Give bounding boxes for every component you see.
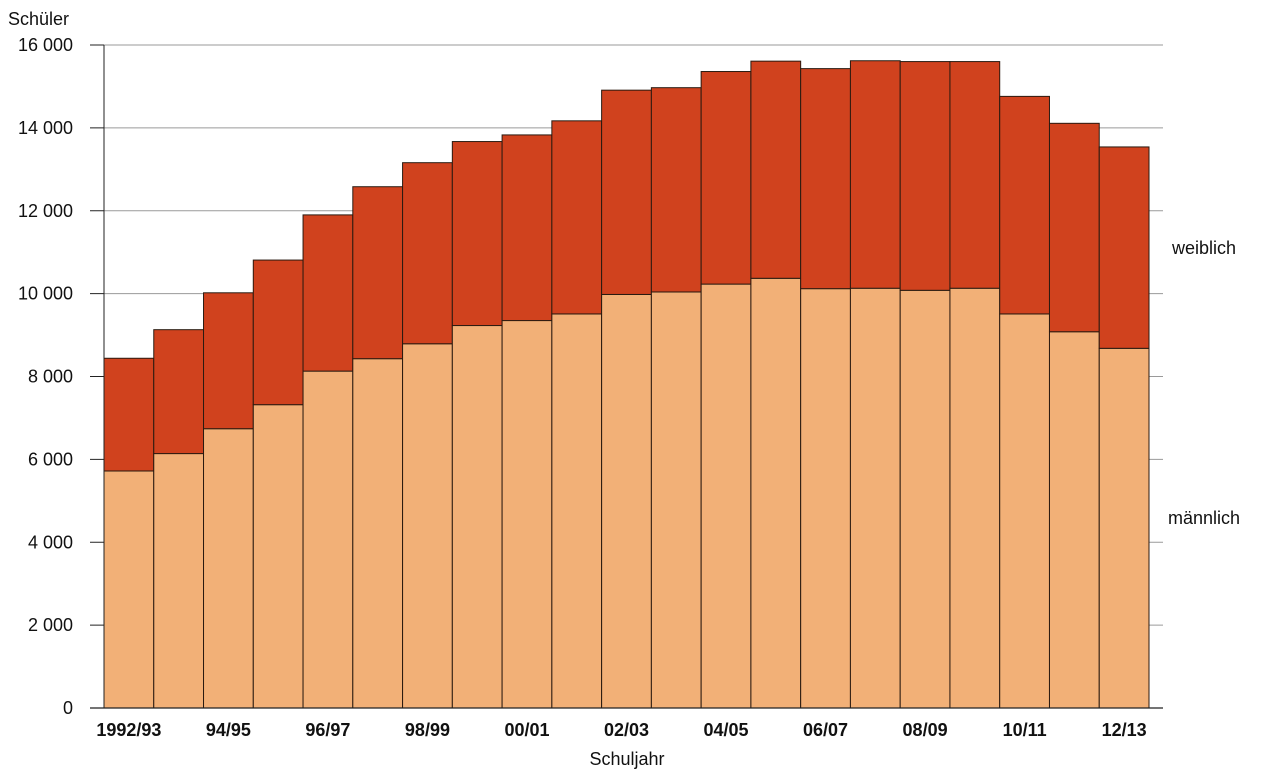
bar-maennlich xyxy=(501,320,553,709)
bar-weiblich xyxy=(1098,146,1150,349)
bar-maennlich xyxy=(800,288,851,709)
bar-maennlich xyxy=(1098,347,1150,709)
bar-maennlich xyxy=(650,291,702,709)
bar-maennlich xyxy=(999,313,1050,709)
axes xyxy=(90,44,1163,709)
bar-maennlich xyxy=(1048,331,1100,709)
x-axis-label: Schuljahr xyxy=(589,749,664,769)
x-tick-label: 06/07 xyxy=(803,720,848,740)
y-tick-label: 2 000 xyxy=(28,615,73,635)
bar-weiblich xyxy=(451,141,503,327)
bar-weiblich xyxy=(999,95,1050,315)
bar-maennlich xyxy=(252,404,304,709)
bar-weiblich xyxy=(551,120,603,315)
bar-maennlich xyxy=(899,289,951,709)
bar-weiblich xyxy=(252,259,304,406)
bar-maennlich xyxy=(551,313,603,709)
y-tick-label: 10 000 xyxy=(18,284,73,304)
bars xyxy=(103,60,1150,709)
bar-maennlich xyxy=(750,277,802,709)
x-tick-label: 94/95 xyxy=(206,720,251,740)
x-tick-labels: 1992/93 94/95 96/97 98/99 00/01 02/03 04/05 06/… xyxy=(96,720,1146,740)
x-tick-label: 10/11 xyxy=(1003,720,1047,740)
legend-label-weiblich: weiblich xyxy=(1171,238,1236,258)
y-tick-label: 16 000 xyxy=(18,35,73,55)
bar-maennlich xyxy=(849,287,901,709)
bar-maennlich xyxy=(402,343,453,709)
bar-weiblich xyxy=(601,89,652,295)
x-tick-label: 08/09 xyxy=(903,720,948,740)
bar-weiblich xyxy=(700,71,752,285)
x-tick-label: 00/01 xyxy=(504,720,549,740)
bar-maennlich xyxy=(352,358,404,709)
legend-label-maennlich: männlich xyxy=(1168,508,1240,528)
y-tick-label: 6 000 xyxy=(28,449,73,469)
y-tick-label: 8 000 xyxy=(28,367,73,387)
bar-maennlich xyxy=(153,453,205,709)
bar-maennlich xyxy=(700,283,752,709)
y-tick-label: 12 000 xyxy=(18,201,73,221)
x-tick-label: 12/13 xyxy=(1102,720,1147,740)
bar-weiblich xyxy=(849,60,901,289)
bar-weiblich xyxy=(899,61,951,291)
bar-weiblich xyxy=(402,162,453,345)
y-tick-label: 4 000 xyxy=(28,532,73,552)
x-tick-label: 02/03 xyxy=(604,720,649,740)
bar-maennlich xyxy=(949,287,1001,709)
x-tick-label: 04/05 xyxy=(704,720,749,740)
bar-weiblich xyxy=(352,186,404,360)
y-tick-labels: 0 2 000 4 000 6 000 8 000 10 000 12 000 14 000 1… xyxy=(18,35,73,718)
x-tick-label: 96/97 xyxy=(305,720,350,740)
bar-weiblich xyxy=(800,68,851,290)
bar-weiblich xyxy=(302,214,354,372)
bar-weiblich xyxy=(153,329,205,455)
bar-weiblich xyxy=(750,60,802,279)
y-axis-label: Schüler xyxy=(8,9,69,29)
bar-weiblich xyxy=(1048,122,1100,333)
bar-weiblich xyxy=(501,134,553,322)
bar-maennlich xyxy=(302,370,354,709)
x-tick-label: 98/99 xyxy=(405,720,450,740)
bar-weiblich xyxy=(103,357,155,472)
bar-weiblich xyxy=(650,87,702,293)
x-tick-label: 1992/93 xyxy=(96,720,161,740)
bar-maennlich xyxy=(601,293,652,709)
bar-weiblich xyxy=(949,61,1001,289)
bar-maennlich xyxy=(103,470,155,709)
bar-maennlich xyxy=(203,428,254,709)
bar-maennlich xyxy=(451,325,503,709)
y-tick-label: 14 000 xyxy=(18,118,73,138)
bar-weiblich xyxy=(203,292,254,430)
y-tick-label: 0 xyxy=(63,698,73,718)
